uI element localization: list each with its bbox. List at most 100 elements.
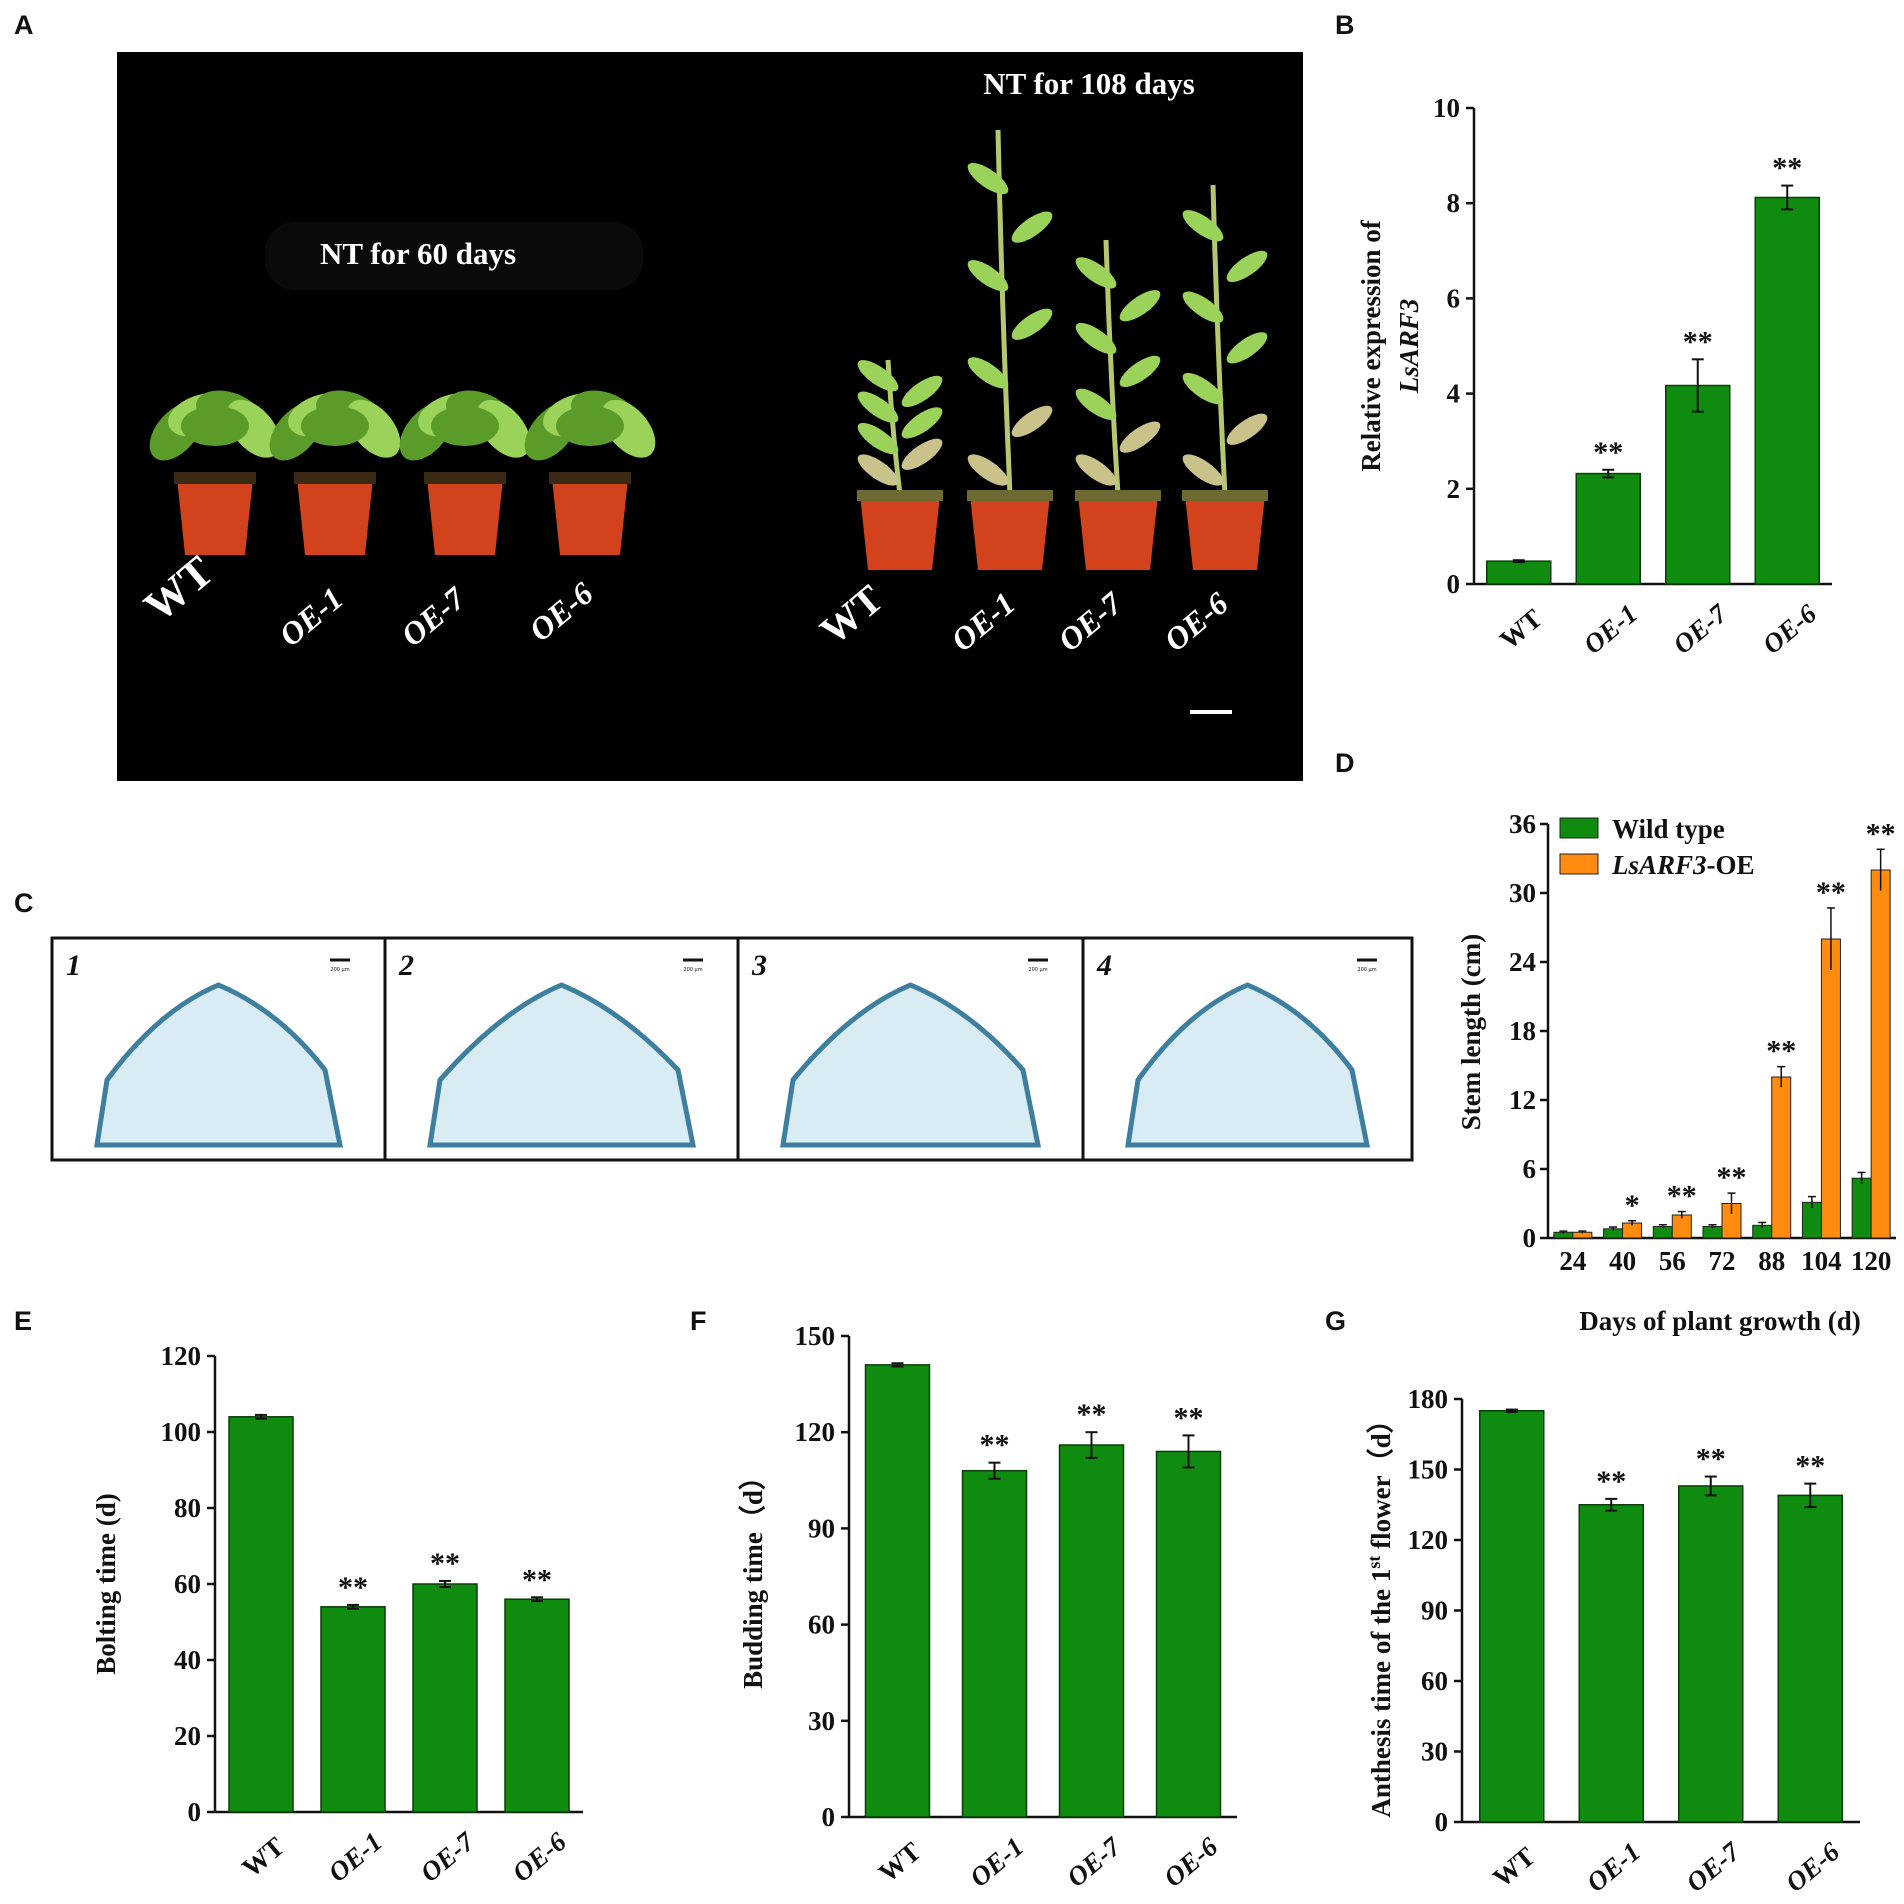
y-tick-label: 150 — [795, 1321, 836, 1351]
panel-label-f: F — [690, 1306, 707, 1336]
bar-oe-1 — [1578, 1504, 1644, 1823]
bar-oe-7 — [1058, 1444, 1125, 1818]
x-tick-label-88: 88 — [1758, 1246, 1785, 1276]
y-tick-label: 20 — [174, 1721, 201, 1751]
bar-oe-6 — [1155, 1450, 1222, 1818]
leaf — [1075, 322, 1117, 355]
x-tick-label-oe-6: OE-6 — [1158, 1831, 1224, 1893]
x-axis-label: Days of plant growth (d) — [1579, 1306, 1861, 1336]
leaf — [181, 406, 249, 446]
shoot-apex-section — [780, 982, 1042, 1148]
bolting-plant — [1182, 184, 1268, 570]
significance-mark: ** — [1766, 1035, 1796, 1068]
leaf — [967, 357, 1009, 389]
photo-title-60-days: NT for 60 days — [320, 236, 516, 271]
y-tick-label: 8 — [1447, 188, 1461, 218]
x-tick-label-oe-1: OE-1 — [1581, 1836, 1646, 1898]
histology-strip: 1 200 μm 2 200 μm 3 200 μm 4 200 μm — [50, 936, 1414, 1162]
soil — [1182, 490, 1268, 501]
histology-scale-text: 200 μm — [683, 967, 702, 973]
y-tick-label: 0 — [1435, 1807, 1449, 1837]
y-tick-label: 18 — [1509, 1016, 1536, 1046]
bar-wt — [1486, 560, 1552, 585]
bolting-plant — [1075, 239, 1161, 570]
histology-number-1: 1 — [66, 949, 81, 982]
panel-label-a: A — [14, 10, 34, 40]
bar-wt — [1479, 1410, 1545, 1823]
y-axis-label: Bolting time (d) — [91, 1493, 121, 1675]
significance-mark: ** — [1077, 1398, 1107, 1431]
significance-mark: * — [1625, 1189, 1640, 1222]
y-tick-label: 60 — [1421, 1666, 1448, 1696]
legend-label-oe: LsARF3-OE — [1611, 850, 1755, 880]
chart-f-budding-time: F 0 30 60 90 120 150 WT ** OE-1 ** OE-7 ** OE-6 Buddin… — [690, 1306, 1237, 1893]
y-tick-label: 6 — [1447, 283, 1461, 313]
histology-scale-text: 200 μm — [1028, 967, 1047, 973]
y-tick-label: 120 — [161, 1341, 202, 1371]
y-tick-label: 150 — [1408, 1455, 1449, 1485]
y-tick-label: 36 — [1509, 809, 1536, 839]
plant-photo: NT for 60 days NT for 108 days WT OE-1 OE-… — [117, 52, 1303, 781]
bar-oe-6 — [504, 1598, 570, 1813]
pot — [177, 478, 253, 555]
bar-oe-7 — [412, 1583, 478, 1813]
significance-mark: ** — [1593, 436, 1623, 469]
leaf — [967, 454, 1009, 486]
leaf — [1119, 355, 1161, 388]
significance-mark: ** — [522, 1563, 552, 1596]
y-axis-label: Anthesis time of the 1st flower（d） — [1364, 1406, 1396, 1817]
soil — [174, 472, 256, 484]
x-tick-label-oe-7: OE-7 — [415, 1825, 481, 1888]
bar-oe-88 — [1771, 1076, 1792, 1239]
bar-oe-6 — [1777, 1494, 1843, 1823]
y-tick-label: 0 — [1523, 1223, 1537, 1253]
significance-mark: ** — [1683, 325, 1713, 358]
y-axis-label: Stem length (cm) — [1456, 934, 1486, 1130]
histology-number-4: 4 — [1096, 949, 1112, 982]
x-tick-label-oe-6: OE-6 — [1780, 1836, 1846, 1898]
y-tick-label: 100 — [161, 1417, 202, 1447]
panel-label-d: D — [1335, 748, 1355, 778]
x-tick-label-oe-7: OE-7 — [1667, 597, 1733, 660]
y-tick-label: 0 — [822, 1802, 836, 1832]
soil — [967, 490, 1053, 501]
leaf — [556, 406, 624, 446]
y-tick-label: 24 — [1509, 947, 1536, 977]
significance-mark: ** — [1816, 876, 1846, 909]
pot — [427, 478, 503, 555]
young-plant — [149, 390, 281, 555]
young-plant — [524, 390, 656, 555]
y-tick-label: 30 — [1509, 878, 1536, 908]
shoot-apex-section — [427, 982, 697, 1148]
young-plant — [269, 390, 401, 555]
leaf — [1226, 413, 1268, 445]
y-tick-label: 0 — [188, 1797, 202, 1827]
panel-label-e: E — [14, 1306, 32, 1336]
significance-mark: ** — [1667, 1180, 1697, 1213]
y-tick-label: 120 — [1408, 1525, 1449, 1555]
legend-label-wild-type: Wild type — [1612, 814, 1725, 844]
x-tick-label-40: 40 — [1609, 1246, 1636, 1276]
bar-wt-120 — [1851, 1177, 1872, 1239]
y-tick-label: 80 — [174, 1493, 201, 1523]
soil — [1075, 490, 1161, 501]
y-tick-label: 40 — [174, 1645, 201, 1675]
leaf — [857, 391, 899, 423]
panel-label-c: C — [14, 888, 34, 918]
leaf — [1075, 454, 1117, 486]
leaf — [1182, 210, 1224, 242]
pot — [860, 495, 940, 570]
bolting-plants — [857, 129, 1268, 570]
y-tick-label: 30 — [1421, 1737, 1448, 1767]
significance-mark: ** — [1717, 1161, 1747, 1194]
photo-title-box — [265, 222, 643, 290]
y-tick-label: 180 — [1408, 1384, 1449, 1414]
x-tick-label-120: 120 — [1851, 1246, 1892, 1276]
significance-mark: ** — [1772, 152, 1802, 185]
y-tick-label: 10 — [1433, 93, 1460, 123]
bar-oe-7 — [1678, 1485, 1744, 1823]
x-tick-label-oe-6: OE-6 — [1757, 598, 1823, 660]
bar-oe-1 — [961, 1469, 1028, 1818]
shoot-apex-section — [94, 982, 344, 1148]
